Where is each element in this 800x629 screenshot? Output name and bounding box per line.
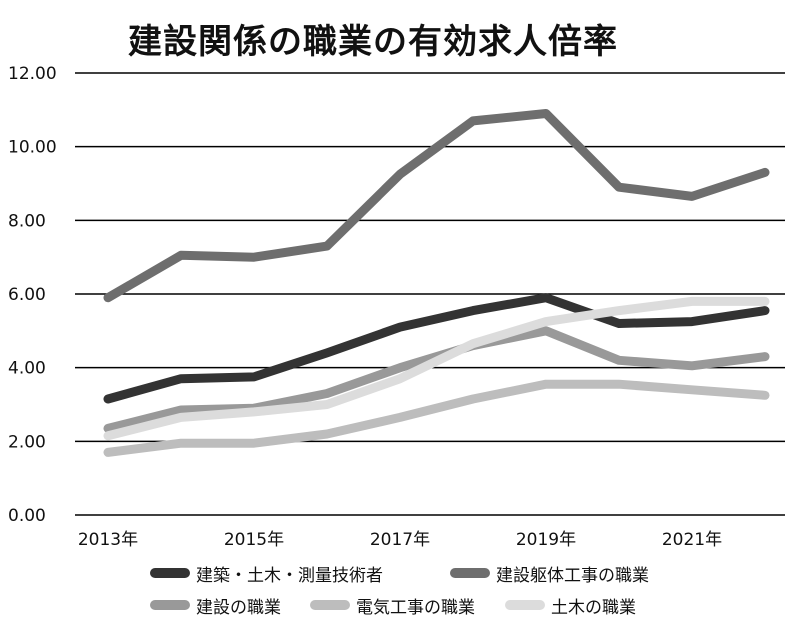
legend-item: 建設躯体工事の職業 (450, 558, 649, 588)
legend-swatch (150, 568, 190, 578)
legend-label: 建築・土木・測量技術者 (196, 565, 383, 586)
series-line (103, 379, 770, 457)
y-tick-label: 0.00 (8, 506, 46, 526)
x-tick-label: 2021年 (662, 530, 722, 550)
y-tick-label: 2.00 (8, 432, 46, 452)
series-line (103, 109, 770, 303)
x-tick-label: 2013年 (78, 530, 138, 550)
legend-label: 建設の職業 (196, 597, 281, 618)
chart-title: 建設関係の職業の有効求人倍率 (128, 22, 618, 62)
legend-swatch (450, 568, 490, 578)
x-tick-label: 2019年 (516, 530, 576, 550)
legend-item: 建築・土木・測量技術者 (150, 558, 383, 588)
legend-label: 建設躯体工事の職業 (496, 565, 649, 586)
legend-label: 土木の職業 (551, 597, 636, 618)
legend-label: 電気工事の職業 (356, 597, 475, 618)
legend-item: 電気工事の職業 (310, 590, 475, 620)
series-line (103, 296, 770, 441)
legend-item: 建設の職業 (150, 590, 281, 620)
line-chart: 0.00 2.00 4.00 6.00 8.00 10.00 12.00 2013年 2015年… (8, 64, 785, 550)
legend-swatch (505, 600, 545, 610)
x-tick-label: 2017年 (370, 530, 430, 550)
y-tick-label: 10.00 (8, 138, 57, 158)
y-tick-label: 8.00 (8, 211, 46, 231)
legend-swatch (150, 600, 190, 610)
y-tick-label: 12.00 (8, 64, 57, 84)
legend-item: 土木の職業 (505, 590, 636, 620)
x-tick-label: 2015年 (224, 530, 284, 550)
legend-swatch (310, 600, 350, 610)
y-tick-label: 6.00 (8, 285, 46, 305)
y-tick-label: 4.00 (8, 359, 46, 379)
series-line (103, 293, 770, 404)
